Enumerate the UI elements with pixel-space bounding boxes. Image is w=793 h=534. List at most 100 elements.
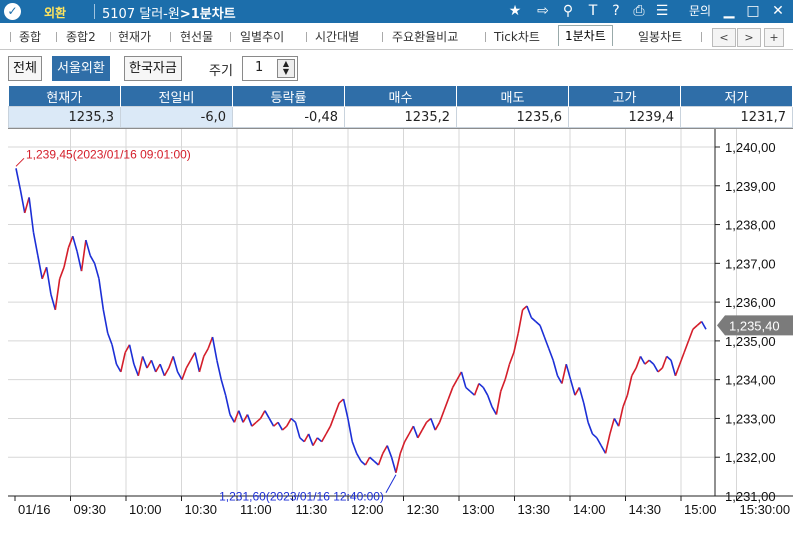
x-tick-label: 12:30 — [407, 502, 440, 517]
tab-by-time[interactable]: 시간대별 — [315, 30, 360, 44]
price-segment — [168, 356, 174, 369]
price-segment — [198, 356, 205, 373]
tab-next-button[interactable]: > — [737, 28, 761, 47]
price-segment — [115, 363, 122, 373]
price-segment — [299, 437, 305, 443]
price-segment — [312, 437, 319, 446]
star-icon[interactable]: ★ — [508, 3, 522, 19]
link-icon[interactable]: ⚲ — [562, 3, 574, 19]
y-tick-label: 1,240,00 — [725, 140, 776, 155]
price-segment — [425, 417, 432, 423]
price-segment — [146, 359, 153, 369]
price-segment — [456, 371, 463, 381]
price-segment — [185, 359, 192, 369]
tab-add-button[interactable]: + — [764, 28, 784, 47]
price-segment — [434, 421, 441, 431]
value-change: -6,0 — [120, 106, 233, 128]
price-segment — [604, 433, 611, 454]
period-label: 주기 — [209, 64, 233, 79]
tab-current-price[interactable]: 현재가 — [118, 30, 152, 44]
value-high: 1239,4 — [568, 106, 681, 128]
period-value[interactable]: 1 — [255, 60, 264, 75]
tab-tick-chart[interactable]: Tick차트 — [494, 30, 540, 44]
price-segment — [582, 402, 589, 423]
tab-major-rates[interactable]: 주요환율비교 — [392, 30, 459, 44]
tab-daily-trend[interactable]: 일별추이 — [240, 30, 285, 44]
x-tick-label: 13:00 — [462, 502, 495, 517]
help-icon[interactable]: ? — [612, 3, 620, 19]
price-segment — [561, 363, 568, 384]
y-tick-label: 1,233,00 — [725, 411, 776, 426]
y-tick-label: 1,236,00 — [725, 295, 776, 310]
price-segment — [229, 414, 236, 423]
price-segment — [351, 441, 358, 454]
period-stepper[interactable]: 1 ▲ ▼ — [242, 56, 298, 81]
tab-spot-futures[interactable]: 현선물 — [180, 30, 214, 44]
value-ask: 1235,6 — [456, 106, 569, 128]
price-segment — [469, 390, 476, 396]
instrument-name: 달러-원 — [139, 7, 180, 22]
text-icon[interactable]: T — [588, 3, 598, 19]
price-segment — [399, 441, 406, 454]
tab-daily-chart[interactable]: 일봉차트 — [638, 30, 683, 44]
price-segment — [473, 383, 480, 396]
price-chart[interactable]: 01/16 09:30 10:00 10:30 11:00 11:30 12:00 12:30… — [8, 129, 793, 534]
header-bid: 매수 — [344, 86, 457, 107]
tab-summary2[interactable]: 종합2 — [66, 30, 96, 44]
x-tick-label: 14:30 — [629, 502, 662, 517]
price-segment — [364, 456, 371, 466]
x-tick-label: 10:00 — [129, 502, 162, 517]
price-segment — [67, 235, 74, 249]
price-segment — [28, 197, 35, 233]
price-segment — [128, 344, 135, 365]
y-tick-label: 1,237,00 — [725, 256, 776, 271]
price-segment — [124, 344, 131, 353]
export-icon[interactable]: ⇨ — [537, 3, 549, 19]
price-segment — [517, 309, 524, 334]
price-segment — [460, 371, 467, 388]
app-name: 외환 — [44, 6, 67, 20]
quote-table: 현재가 전일비 등락률 매수 매도 고가 저가 1235,3 -6,0 -0,4… — [8, 86, 793, 128]
tab-summary[interactable]: 종합 — [19, 30, 42, 44]
x-tick-label: 11:30 — [296, 502, 328, 517]
price-segment — [294, 422, 301, 439]
price-segment — [85, 239, 92, 256]
spin-arrows-icon[interactable]: ▲ ▼ — [277, 59, 295, 78]
tab-1min-chart[interactable]: 1분차트 — [558, 25, 613, 46]
price-segment — [45, 267, 52, 295]
price-segment — [513, 332, 519, 353]
filter-korea-button[interactable]: 한국자금 — [124, 56, 182, 81]
x-tick-label: 12:00 — [351, 502, 384, 517]
price-segment — [417, 429, 423, 439]
print-icon[interactable]: ⎙ — [633, 3, 645, 19]
x-tick-label: 15:00 — [684, 502, 717, 517]
filter-seoul-button[interactable]: 서울외환 — [52, 56, 110, 81]
close-icon[interactable]: ✕ — [772, 3, 784, 19]
instrument-code: 5107 — [102, 7, 136, 22]
x-tick-label: 13:30 — [518, 502, 551, 517]
price-segment — [696, 320, 703, 326]
list-icon[interactable]: ☰ — [655, 3, 669, 19]
maximize-icon[interactable]: □ — [746, 3, 760, 19]
price-segment — [172, 356, 179, 373]
value-current-price: 1235,3 — [8, 106, 121, 128]
price-segment — [303, 433, 310, 443]
x-tick-label: 01/16 — [18, 502, 51, 517]
price-segment — [670, 360, 677, 377]
price-segment — [687, 328, 694, 342]
price-segment — [447, 387, 454, 400]
inquiry-button[interactable]: 문의 — [688, 4, 712, 18]
tab-prev-button[interactable]: < — [712, 28, 736, 47]
price-segment — [120, 352, 126, 373]
minimize-icon[interactable]: ▁ — [723, 3, 735, 19]
price-segment — [543, 336, 550, 349]
price-segment — [268, 418, 275, 427]
price-segment — [163, 367, 170, 377]
x-tick-label: 15:30:00 — [740, 502, 791, 517]
y-tick-label: 1,232,00 — [725, 450, 776, 465]
current-price-label: 1,235,40 — [729, 318, 780, 333]
chart-area[interactable]: 01/16 09:30 10:00 10:30 11:00 11:30 12:00 12:30… — [8, 128, 793, 534]
price-segment — [63, 247, 70, 268]
filter-all-button[interactable]: 전체 — [8, 56, 42, 81]
price-segment — [522, 305, 528, 311]
